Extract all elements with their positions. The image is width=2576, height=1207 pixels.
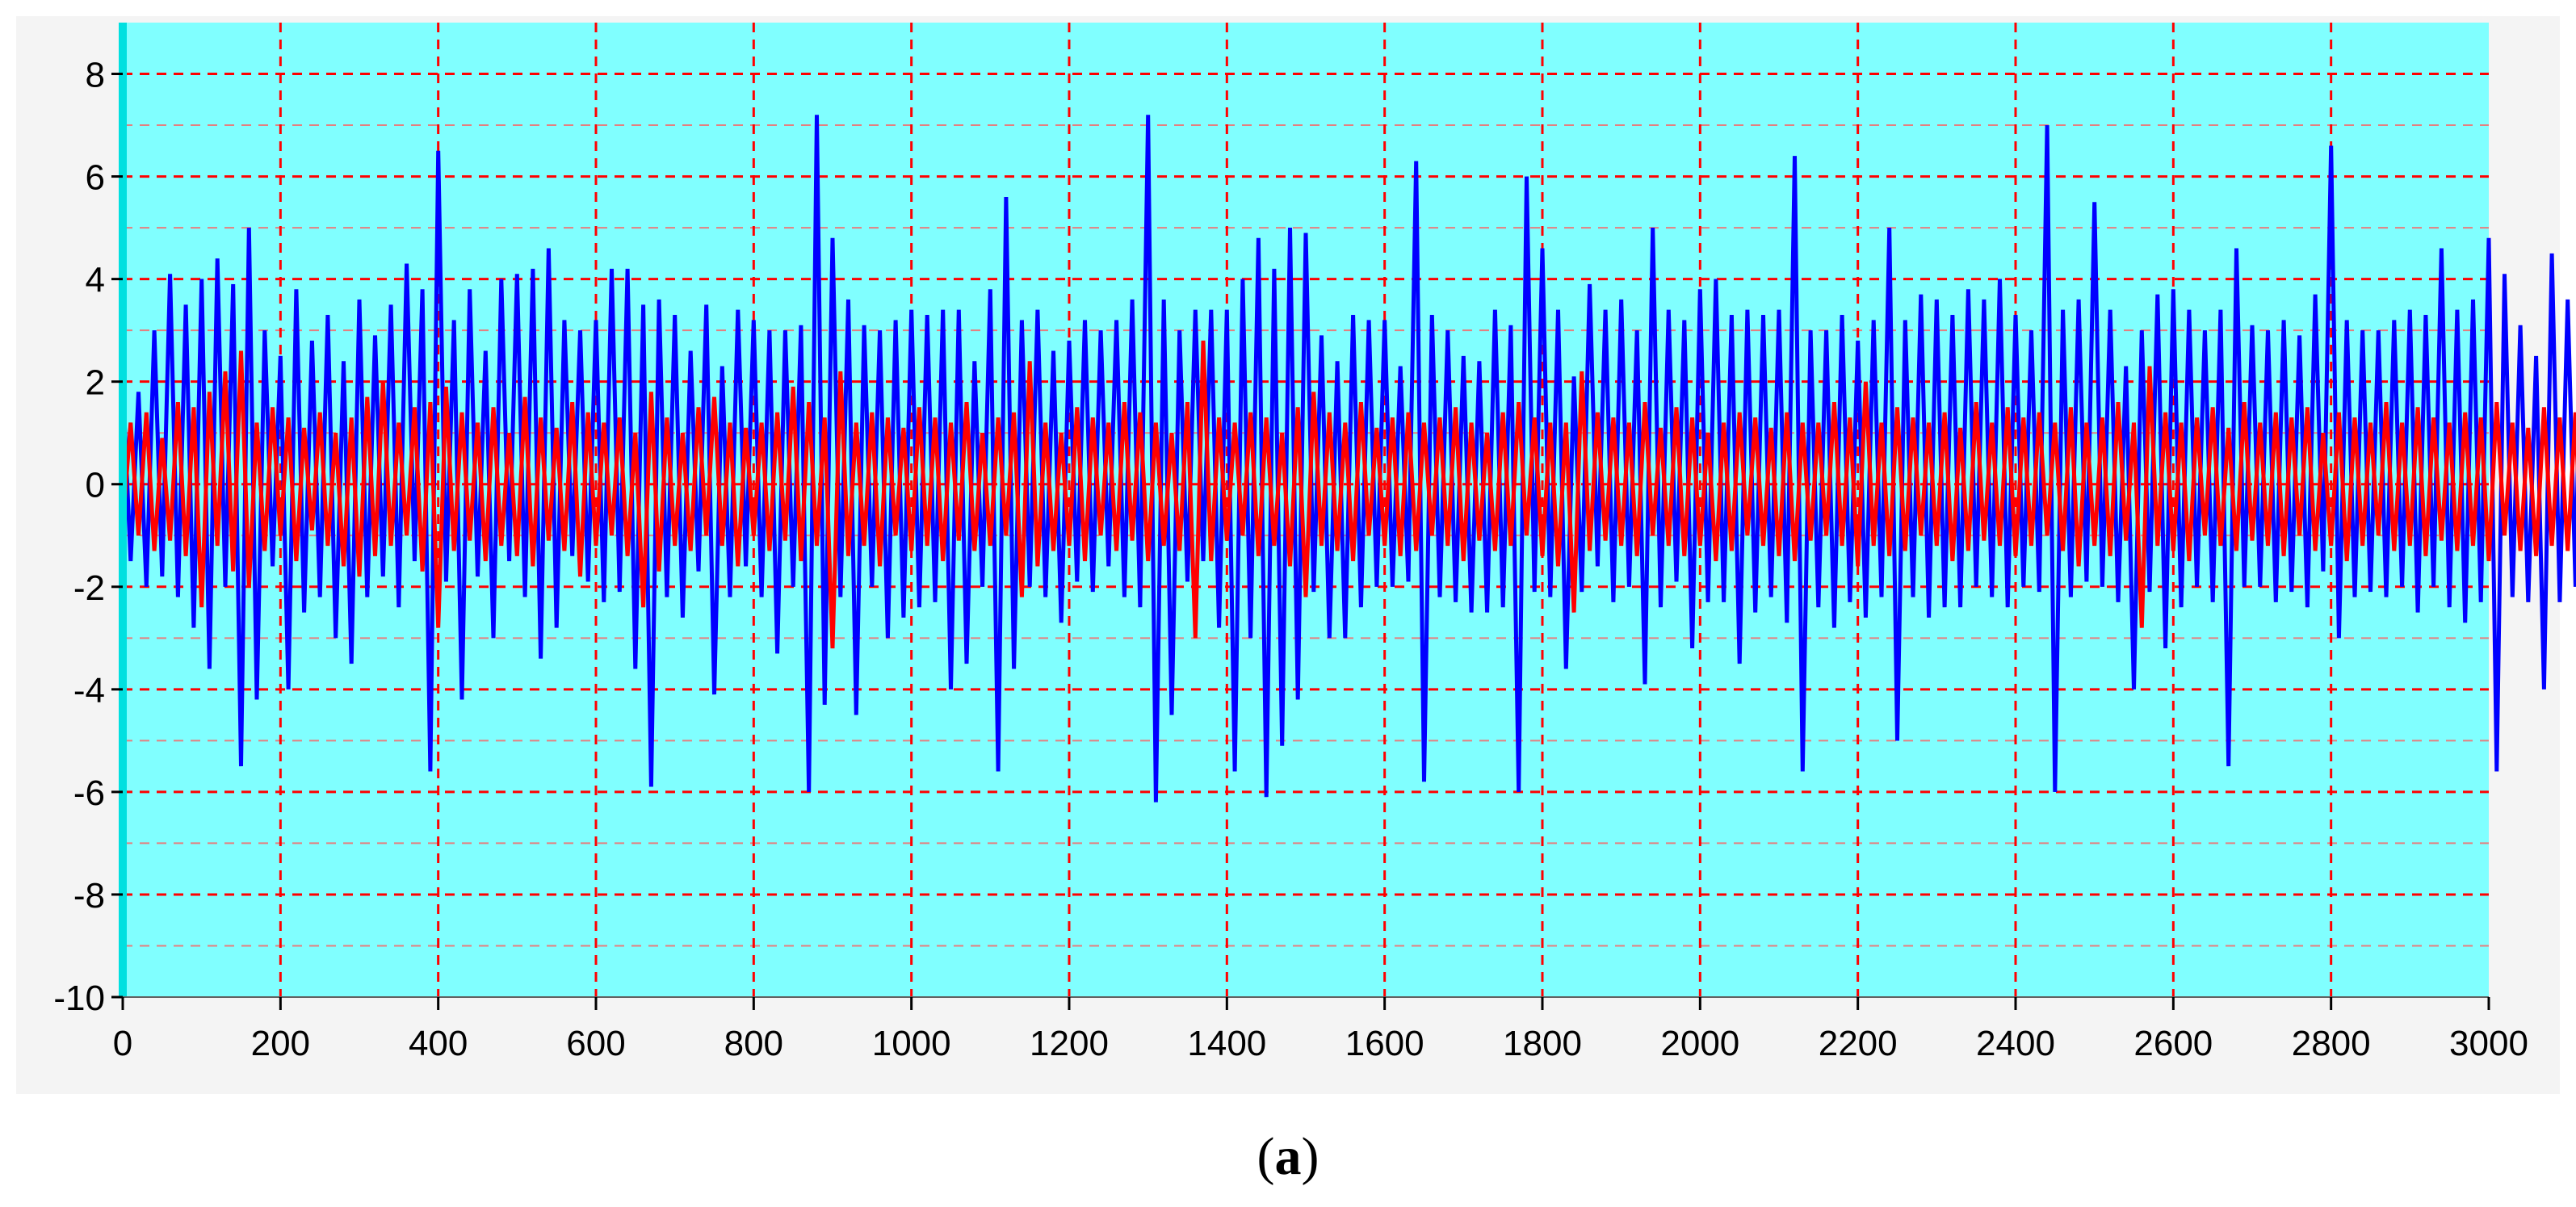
y-ticks: 8 6 4 2 0 -2 -4 -6 -8 -10	[53, 56, 123, 1018]
x-tick-label: 2400	[1976, 1024, 2055, 1063]
y-tick-label: -2	[73, 568, 105, 608]
x-tick-label: 1800	[1503, 1024, 1582, 1063]
x-tick-label: 3000	[2449, 1024, 2528, 1063]
x-tick-label: 200	[251, 1024, 310, 1063]
chart: 8 6 4 2 0 -2 -4 -6 -8 -10 0 200 400 600 800 1000 1200 14…	[16, 16, 2576, 1094]
series-1-line	[120, 115, 2576, 803]
y-tick-label: -4	[73, 671, 105, 710]
y-tick-label: -8	[73, 876, 105, 916]
x-tick-label: 1000	[872, 1024, 951, 1063]
plot-area	[123, 23, 2489, 997]
caption-open: (	[1257, 1127, 1275, 1186]
y-tick-label: 6	[86, 158, 105, 198]
x-tick-label: 800	[724, 1024, 783, 1063]
y-tick-label: -6	[73, 773, 105, 813]
x-tick-label: 2800	[2292, 1024, 2371, 1063]
x-tick-label: 2000	[1660, 1024, 1739, 1063]
y-tick-label: 0	[86, 466, 105, 505]
x-tick-label: 600	[566, 1024, 625, 1063]
y-tick-label: 2	[86, 363, 105, 403]
x-tick-label: 1600	[1345, 1024, 1424, 1063]
caption-close: )	[1301, 1127, 1319, 1186]
y-tick-label: -10	[53, 979, 105, 1018]
series-2-line	[120, 340, 2576, 649]
y-tick-label: 4	[86, 261, 105, 300]
caption-letter: a	[1274, 1127, 1302, 1186]
x-tick-label: 2600	[2133, 1024, 2213, 1063]
figure-caption: (a)	[0, 1126, 2576, 1188]
y-tick-label: 8	[86, 56, 105, 95]
x-tick-label: 2200	[1819, 1024, 1898, 1063]
x-ticks: 0 200 400 600 800 1000 1200 1400 1600 1800 2000 220…	[113, 997, 2528, 1063]
series-layer	[120, 115, 2576, 803]
x-tick-label: 400	[409, 1024, 468, 1063]
x-tick-label: 1400	[1187, 1024, 1266, 1063]
x-tick-label: 1200	[1030, 1024, 1109, 1063]
x-tick-label: 0	[113, 1024, 132, 1063]
